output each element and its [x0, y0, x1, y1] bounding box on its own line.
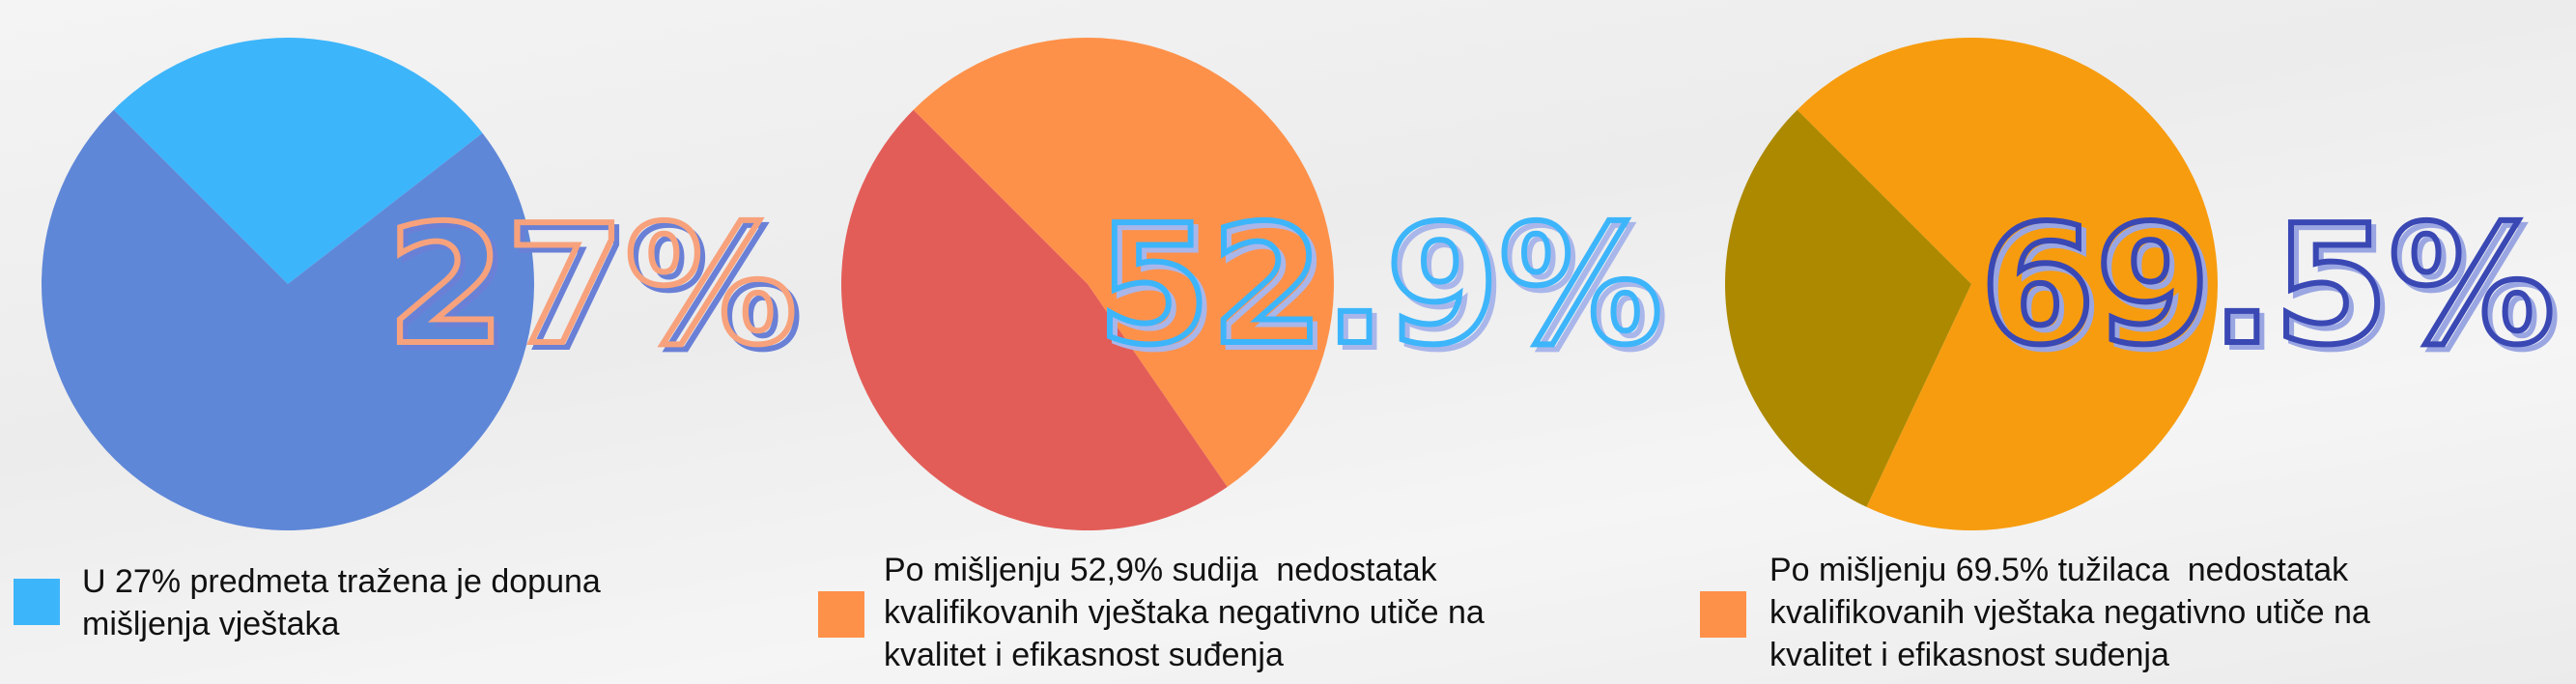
legend-swatch	[818, 591, 864, 638]
value-label: 27%	[386, 190, 797, 382]
pie-slice	[1797, 38, 2218, 530]
pie-slice	[1725, 109, 1971, 507]
legend-text: Po mišljenju 52,9% sudija nedostatak kva…	[884, 552, 1494, 673]
legend-swatch	[1700, 591, 1746, 638]
legend-text: U 27% predmeta tražena je dopuna mišljen…	[82, 563, 610, 642]
value-label: 52.9%	[1097, 190, 1662, 382]
pie-slice	[42, 109, 535, 530]
pie-slice	[840, 109, 1228, 531]
value-label: 69.5%	[1980, 190, 2555, 382]
pie-slice	[913, 38, 1334, 488]
legend-text: Po mišljenju 69.5% tužilaca nedostatak k…	[1769, 552, 2380, 673]
pie-slice	[113, 38, 483, 284]
legend-swatch	[14, 579, 60, 625]
